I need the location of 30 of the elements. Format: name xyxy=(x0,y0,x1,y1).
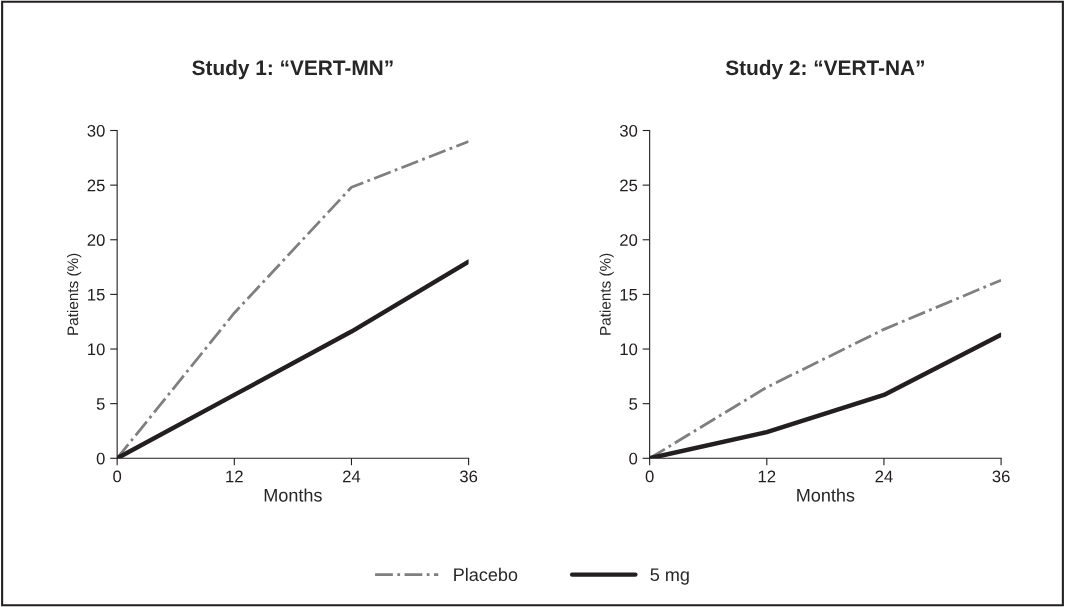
x-axis-title: Months xyxy=(797,488,855,502)
y-tick-label: 15 xyxy=(620,288,638,301)
y-tick-label: 0 xyxy=(629,452,638,465)
x-tick-label: 36 xyxy=(992,470,1010,483)
y-tick-label: 10 xyxy=(88,343,105,356)
y-tick-label: 5 xyxy=(629,398,638,410)
y-tick-label: 25 xyxy=(87,179,105,192)
y-tick-label: 20 xyxy=(620,234,638,246)
y-tick-label: 5 xyxy=(96,398,105,410)
x-tick-label: 24 xyxy=(343,470,361,483)
y-tick-label: 0 xyxy=(96,452,105,465)
x-tick-label: 0 xyxy=(645,470,654,483)
x-tick-label: 12 xyxy=(226,470,243,483)
y-tick-label: 30 xyxy=(87,124,105,137)
x-axis-title: Months xyxy=(264,488,322,502)
x-tick-label: 12 xyxy=(758,470,776,483)
y-tick-label: 25 xyxy=(620,179,638,192)
chart-title: Study 1: “VERT-MN” xyxy=(192,59,393,80)
legend-label: Placebo xyxy=(454,567,518,582)
chart-title: Study 2: “VERT-NA” xyxy=(725,59,924,80)
x-tick-label: 24 xyxy=(875,470,893,483)
y-tick-label: 10 xyxy=(620,343,638,356)
x-tick-label: 36 xyxy=(459,470,478,483)
y-tick-label: 15 xyxy=(88,288,105,301)
y-tick-label: 30 xyxy=(619,124,638,137)
legend-label: 5 mg xyxy=(650,568,689,585)
y-axis-title: Patients (%) xyxy=(67,253,82,335)
y-tick-label: 20 xyxy=(87,234,105,246)
x-tick-label: 0 xyxy=(113,470,122,483)
y-axis-title: Patients (%) xyxy=(599,253,614,335)
